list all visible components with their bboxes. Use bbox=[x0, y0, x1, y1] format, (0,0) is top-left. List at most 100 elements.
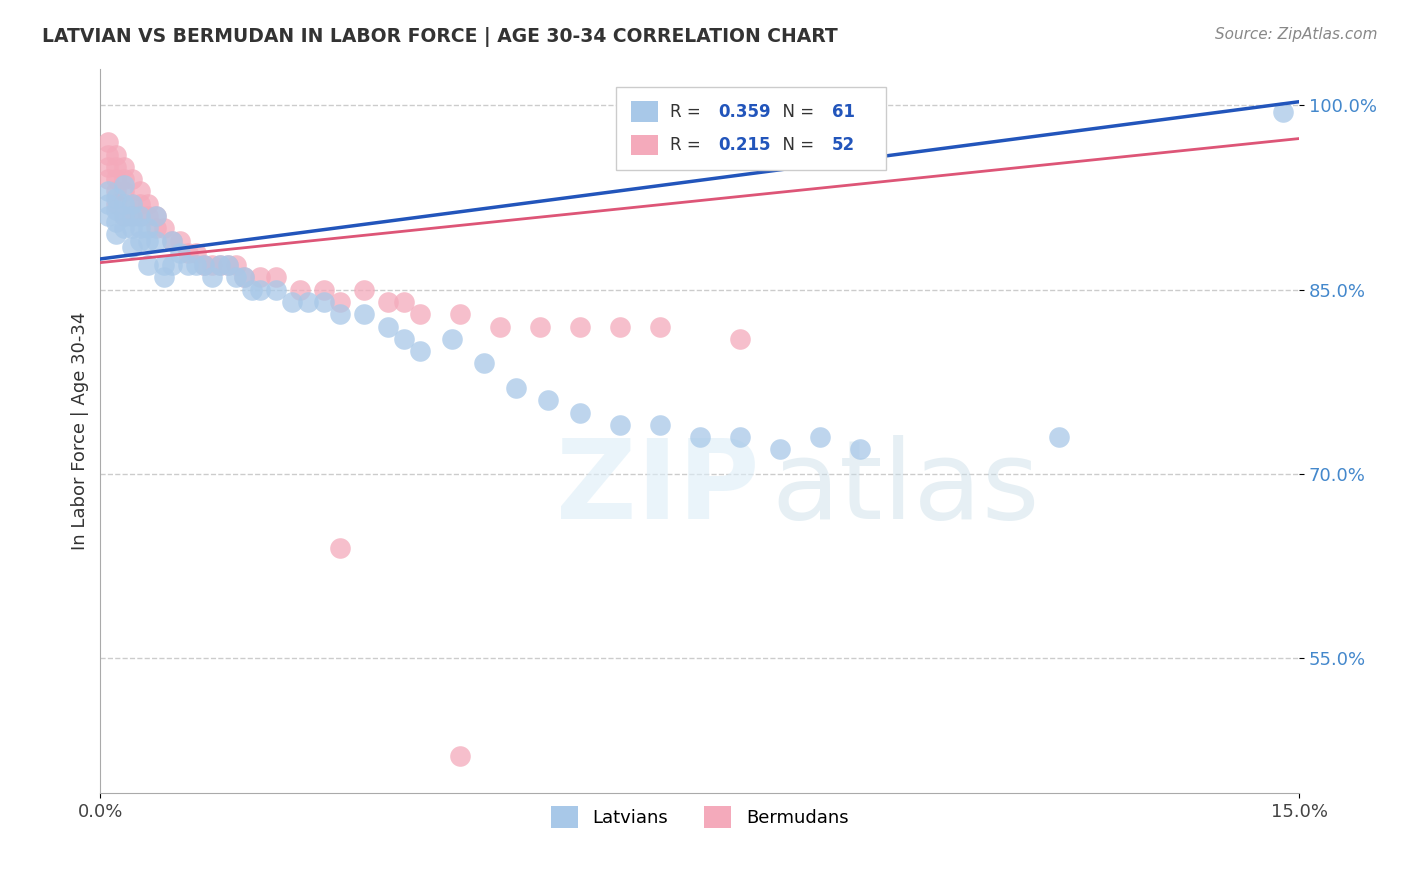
Point bbox=[112, 209, 135, 223]
Point bbox=[97, 135, 120, 149]
Text: N =: N = bbox=[772, 136, 820, 154]
Point bbox=[201, 258, 224, 272]
Point bbox=[97, 196, 120, 211]
Point bbox=[121, 240, 143, 254]
Point bbox=[105, 160, 128, 174]
Point bbox=[97, 209, 120, 223]
Point bbox=[217, 258, 239, 272]
Point bbox=[609, 417, 631, 432]
FancyBboxPatch shape bbox=[631, 135, 658, 155]
Point bbox=[648, 417, 671, 432]
Point bbox=[105, 147, 128, 161]
Point bbox=[162, 258, 184, 272]
Point bbox=[177, 258, 200, 272]
Point bbox=[129, 234, 152, 248]
Point bbox=[105, 185, 128, 199]
Point bbox=[112, 221, 135, 235]
Point bbox=[97, 147, 120, 161]
Point bbox=[568, 405, 591, 419]
Point bbox=[240, 283, 263, 297]
Point bbox=[728, 430, 751, 444]
Text: R =: R = bbox=[669, 103, 706, 120]
Point bbox=[209, 258, 232, 272]
Point bbox=[145, 209, 167, 223]
Point bbox=[297, 294, 319, 309]
Point bbox=[489, 319, 512, 334]
Text: Source: ZipAtlas.com: Source: ZipAtlas.com bbox=[1215, 27, 1378, 42]
Point bbox=[537, 393, 560, 408]
Point bbox=[314, 294, 336, 309]
Point bbox=[848, 442, 870, 457]
Point bbox=[136, 258, 159, 272]
Point bbox=[121, 209, 143, 223]
Point bbox=[689, 430, 711, 444]
Point bbox=[392, 294, 415, 309]
Point bbox=[121, 209, 143, 223]
Point bbox=[136, 234, 159, 248]
Point bbox=[129, 209, 152, 223]
Point bbox=[105, 215, 128, 229]
Point bbox=[105, 202, 128, 217]
Point bbox=[112, 172, 135, 186]
Point bbox=[129, 221, 152, 235]
Point bbox=[329, 294, 352, 309]
Point bbox=[129, 185, 152, 199]
Point bbox=[529, 319, 551, 334]
Text: 0.359: 0.359 bbox=[718, 103, 770, 120]
Point bbox=[162, 234, 184, 248]
Point bbox=[153, 270, 176, 285]
Text: N =: N = bbox=[772, 103, 820, 120]
Point bbox=[177, 245, 200, 260]
Point bbox=[145, 221, 167, 235]
Point bbox=[728, 332, 751, 346]
Point bbox=[145, 234, 167, 248]
Point bbox=[329, 541, 352, 555]
Point bbox=[1272, 104, 1295, 119]
Point bbox=[353, 283, 375, 297]
Point bbox=[264, 283, 287, 297]
Point bbox=[121, 221, 143, 235]
Point bbox=[264, 270, 287, 285]
Text: 61: 61 bbox=[832, 103, 855, 120]
Legend: Latvians, Bermudans: Latvians, Bermudans bbox=[544, 798, 856, 835]
Point bbox=[449, 749, 471, 764]
Point bbox=[169, 245, 191, 260]
Point bbox=[112, 160, 135, 174]
Point bbox=[121, 196, 143, 211]
Point bbox=[186, 258, 208, 272]
Point bbox=[217, 258, 239, 272]
Point bbox=[97, 172, 120, 186]
Point bbox=[97, 160, 120, 174]
Point bbox=[105, 172, 128, 186]
Point bbox=[105, 227, 128, 242]
FancyBboxPatch shape bbox=[631, 102, 658, 121]
Text: 52: 52 bbox=[832, 136, 855, 154]
Point bbox=[609, 319, 631, 334]
Point bbox=[112, 178, 135, 193]
Point bbox=[97, 185, 120, 199]
Text: LATVIAN VS BERMUDAN IN LABOR FORCE | AGE 30-34 CORRELATION CHART: LATVIAN VS BERMUDAN IN LABOR FORCE | AGE… bbox=[42, 27, 838, 46]
Text: R =: R = bbox=[669, 136, 706, 154]
Point bbox=[105, 196, 128, 211]
Point bbox=[769, 442, 792, 457]
Point bbox=[201, 270, 224, 285]
Point bbox=[233, 270, 256, 285]
Point bbox=[440, 332, 463, 346]
Point bbox=[1049, 430, 1071, 444]
Text: 0.215: 0.215 bbox=[718, 136, 770, 154]
Point bbox=[105, 190, 128, 204]
Point bbox=[121, 172, 143, 186]
Point bbox=[329, 307, 352, 321]
Text: ZIP: ZIP bbox=[555, 435, 759, 542]
Point bbox=[377, 319, 399, 334]
Point bbox=[449, 307, 471, 321]
Point bbox=[193, 258, 215, 272]
Point bbox=[409, 307, 432, 321]
Point bbox=[288, 283, 311, 297]
Point bbox=[353, 307, 375, 321]
Point bbox=[129, 209, 152, 223]
Point bbox=[121, 196, 143, 211]
Point bbox=[136, 221, 159, 235]
Point bbox=[136, 196, 159, 211]
Point bbox=[568, 319, 591, 334]
